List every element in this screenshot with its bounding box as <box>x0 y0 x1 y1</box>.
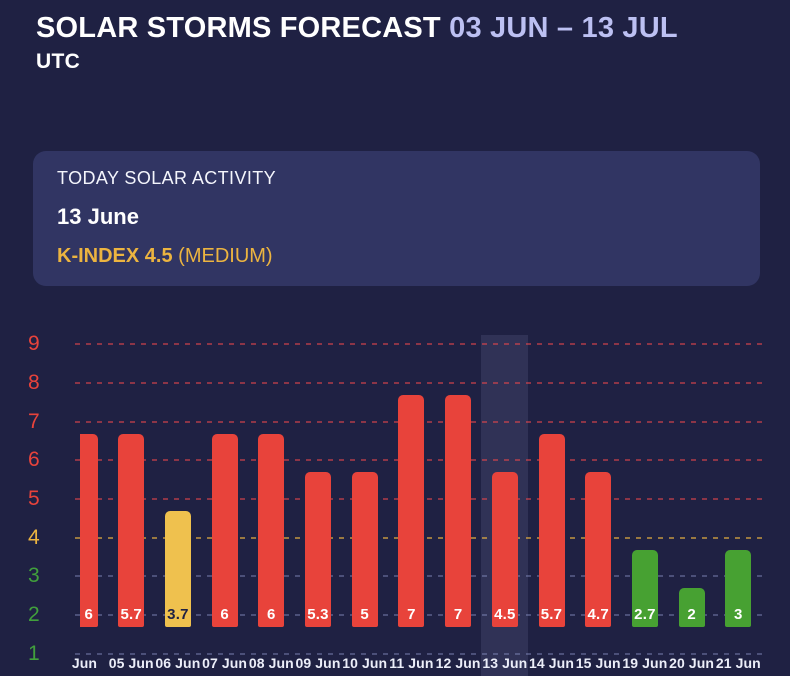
x-tick-label-20-jun: 20 Jun <box>669 655 715 671</box>
x-tick-label-11-jun: 11 Jun <box>389 655 434 671</box>
bar-05-jun[interactable]: 5.7 <box>118 433 145 627</box>
bar-value-label: 6 <box>220 606 229 623</box>
x-tick-label-08-jun: 08 Jun <box>248 655 294 671</box>
bar-value-label: 6 <box>267 606 276 623</box>
x-tick-label-12-jun: 12 Jun <box>435 655 481 671</box>
bar-19-jun[interactable]: 2.7 <box>631 549 658 627</box>
y-tick-label-8: 8 <box>28 370 40 394</box>
bar-value-label: 5.7 <box>540 606 563 623</box>
bar-value-label: 5.3 <box>307 605 329 623</box>
bar-10-jun[interactable]: 5 <box>351 472 378 627</box>
y-tick-label-7: 7 <box>28 409 40 433</box>
x-tick-label-05-jun: 05 Jun <box>108 655 154 671</box>
bar-11-jun[interactable]: 7 <box>398 394 425 627</box>
x-tick-label-19-jun: 19 Jun <box>622 655 668 671</box>
x-tick-label-06-jun: 06 Jun <box>155 655 201 671</box>
x-tick-label-09-jun: 09 Jun <box>295 655 341 671</box>
bar-value-label: 4.7 <box>587 605 609 623</box>
bar-value-label: 6 <box>84 606 94 623</box>
bar-value-label: 2 <box>687 605 696 623</box>
bar-value-label: 3.7 <box>167 605 189 623</box>
date-range: 03 JUN – 13 JUL <box>449 12 678 44</box>
x-tick-label-13-jun: 13 Jun <box>482 655 528 671</box>
y-tick-label-9: 9 <box>28 332 40 356</box>
k-index-level: (MEDIUM) <box>178 245 273 267</box>
x-tick-label-07-jun: 07 Jun <box>202 655 248 671</box>
y-tick-label-4: 4 <box>28 525 40 549</box>
bar-value-label: 3 <box>734 605 743 623</box>
bar-09-jun[interactable]: 5.3 <box>305 472 331 627</box>
x-tick-label-jun: Jun <box>71 655 98 671</box>
y-tick-label-2: 2 <box>28 603 40 626</box>
today-card-date: 13 June <box>57 204 139 229</box>
bar-13-jun[interactable]: 4.5 <box>491 472 518 627</box>
y-tick-label-5: 5 <box>28 486 40 510</box>
bar-12-jun[interactable]: 7 <box>445 394 472 627</box>
y-tick-label-3: 3 <box>28 564 40 588</box>
title-text: SOLAR STORMS FORECAST <box>36 12 441 44</box>
bar-value-label: 5.7 <box>120 606 142 623</box>
bar-value-label: 7 <box>453 605 463 623</box>
bar-20-jun[interactable]: 2 <box>678 588 705 627</box>
x-tick-label-14-jun: 14 Jun <box>529 655 574 671</box>
x-tick-label-21-jun: 21 Jun <box>715 655 761 671</box>
k-index-value: K-INDEX 4.5 <box>57 245 173 267</box>
bar-value-label: 7 <box>407 605 416 623</box>
bar-08-jun[interactable]: 6 <box>258 433 285 627</box>
bar-value-label: 5 <box>360 605 369 623</box>
x-tick-label-10-jun: 10 Jun <box>342 655 388 671</box>
bar-14-jun[interactable]: 5.7 <box>538 433 565 627</box>
k-index-line: K-INDEX 4.5 (MEDIUM) <box>57 245 736 268</box>
bar-jun[interactable]: 6 <box>80 433 98 627</box>
bar-06-jun[interactable]: 3.7 <box>164 510 191 627</box>
header: SOLAR STORMS FORECAST 03 JUN – 13 JUL UT… <box>36 12 766 74</box>
timezone-label: UTC <box>36 50 81 74</box>
gridline-8 <box>75 381 762 384</box>
gridline-9 <box>75 343 762 346</box>
bar-07-jun[interactable]: 6 <box>211 433 238 627</box>
x-tick-label-15-jun: 15 Jun <box>575 655 621 671</box>
gridline-1 <box>75 652 762 655</box>
today-card-label: TODAY SOLAR ACTIVITY <box>57 168 277 188</box>
bar-21-jun[interactable]: 3 <box>725 549 752 627</box>
bar-15-jun[interactable]: 4.7 <box>585 472 612 627</box>
today-card: TODAY SOLAR ACTIVITY 13 June K-INDEX 4.5… <box>33 151 760 286</box>
y-tick-label-1: 1 <box>28 641 40 665</box>
bar-value-label: 2.7 <box>634 605 656 623</box>
page-title: SOLAR STORMS FORECAST 03 JUN – 13 JUL <box>36 12 766 45</box>
y-tick-label-6: 6 <box>28 448 40 472</box>
bar-value-label: 4.5 <box>494 605 516 623</box>
